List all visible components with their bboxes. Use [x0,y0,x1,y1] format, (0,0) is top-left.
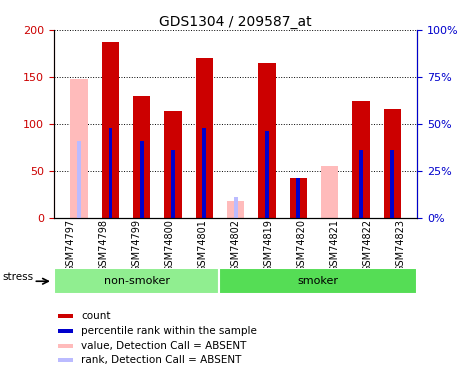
Bar [290,178,307,218]
Bar [352,101,370,217]
Bar [265,131,269,218]
Bar [54,268,219,294]
Text: stress: stress [3,272,34,282]
Bar [133,96,151,218]
Bar [108,128,112,218]
Text: GSM74800: GSM74800 [165,219,174,272]
Text: GSM74797: GSM74797 [66,219,76,272]
Text: GSM74819: GSM74819 [264,219,274,272]
Text: smoker: smoker [298,276,339,286]
Bar [258,63,276,217]
Text: percentile rank within the sample: percentile rank within the sample [81,326,257,336]
Bar [58,358,73,363]
Bar [390,150,394,217]
Text: GSM74798: GSM74798 [98,219,108,272]
Title: GDS1304 / 209587_at: GDS1304 / 209587_at [159,15,312,29]
Text: value, Detection Call = ABSENT: value, Detection Call = ABSENT [81,340,247,351]
Bar [234,197,238,217]
Bar [196,58,213,217]
Text: non-smoker: non-smoker [104,276,169,286]
Bar [203,128,206,218]
Bar [77,141,81,218]
Bar [140,141,144,218]
Text: GSM74823: GSM74823 [396,219,406,272]
Bar [384,109,401,217]
Bar [58,314,73,318]
Text: GSM74801: GSM74801 [197,219,208,272]
Bar [70,79,88,218]
Bar [227,201,244,217]
Text: GSM74822: GSM74822 [363,219,373,272]
Text: count: count [81,311,111,321]
Bar [102,42,119,218]
Bar [359,150,363,217]
Text: GSM74821: GSM74821 [330,219,340,272]
Bar [296,178,300,218]
Bar [321,166,338,218]
Bar [171,150,175,217]
Bar [219,268,417,294]
Bar [165,111,182,218]
Text: GSM74820: GSM74820 [297,219,307,272]
Text: GSM74799: GSM74799 [131,219,142,272]
Text: rank, Detection Call = ABSENT: rank, Detection Call = ABSENT [81,356,242,366]
Bar [58,329,73,333]
Bar [58,344,73,348]
Text: GSM74802: GSM74802 [231,219,241,272]
